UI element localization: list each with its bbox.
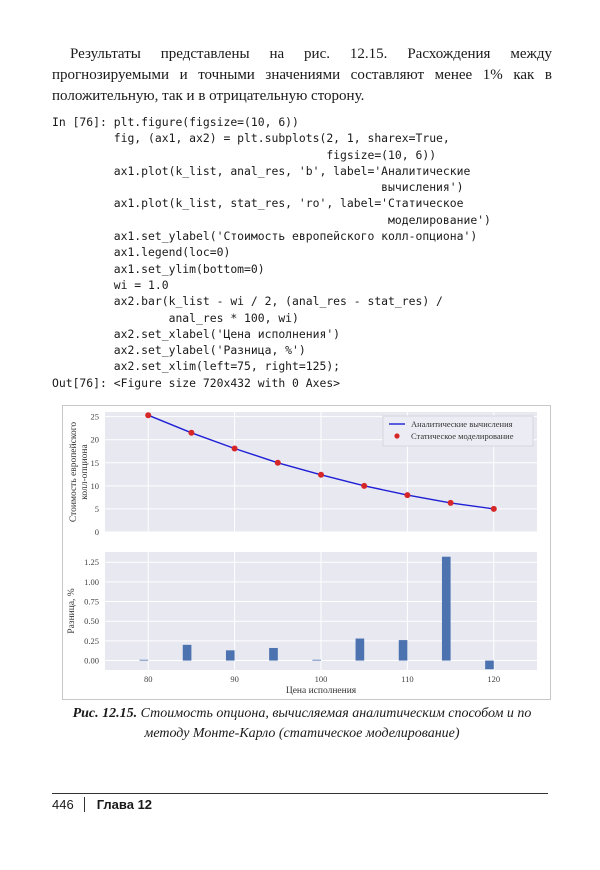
bottom-y-label: Разница, % <box>67 588 77 633</box>
legend: Аналитические вычисления Статическое мод… <box>382 415 534 447</box>
stat-point <box>361 482 368 489</box>
stat-point <box>404 492 411 499</box>
x-ticks: 80 90 100 110 120 <box>144 674 500 684</box>
bottom-y-tick-label: 0.25 <box>84 636 99 646</box>
code-line: вычисления') <box>113 180 464 195</box>
difference-bar <box>269 647 278 661</box>
stat-point <box>145 412 152 419</box>
stat-point <box>231 445 238 452</box>
figure-caption: Рис. 12.15. Стоимость опциона, вычисляем… <box>52 704 552 744</box>
chapter-title: Глава 12 <box>96 797 153 812</box>
code-output: <Figure size 720x432 with 0 Axes> <box>113 375 341 390</box>
out-prompt: Out[76]: <box>52 375 107 390</box>
code-line: ax1.set_ylim(bottom=0) <box>113 261 265 276</box>
code-line: ax1.plot(k_list, anal_res, 'b', label='А… <box>113 163 471 178</box>
difference-bar <box>485 660 494 670</box>
bottom-y-tick-label: 1.25 <box>84 557 99 567</box>
page-number: 446 <box>52 797 74 812</box>
code-line: ax2.set_xlim(left=75, right=125); <box>113 359 341 374</box>
body-paragraph: Результаты представлены на рис. 12.15. Р… <box>52 44 552 107</box>
x-tick-label: 100 <box>315 674 328 684</box>
x-tick-label: 90 <box>230 674 239 684</box>
difference-bar <box>225 650 235 661</box>
footer-rule <box>52 793 548 794</box>
code-line: fig, (ax1, ax2) = plt.subplots(2, 1, sha… <box>113 131 450 146</box>
top-y-tick-label: 5 <box>95 504 99 514</box>
paragraph-text: Результаты представлены на рис. 12.15. Р… <box>52 46 552 104</box>
stat-series-points <box>145 412 497 512</box>
top-y-tick-label: 15 <box>91 458 100 468</box>
legend-entry-stat: Статическое моделирование <box>411 431 514 441</box>
x-tick-label: 110 <box>401 674 413 684</box>
bottom-y-tick-label: 0.75 <box>84 597 99 607</box>
difference-bars <box>139 556 494 670</box>
code-line: ax2.bar(k_list - wi / 2, (anal_res - sta… <box>113 294 443 309</box>
code-line: ax1.plot(k_list, stat_res, 'ro', label='… <box>113 196 464 211</box>
chart-svg: 0 5 10 15 20 25 Стоимость европейскогоколл-оп… <box>67 412 537 696</box>
x-tick-label: 120 <box>487 674 500 684</box>
difference-bar <box>182 644 192 661</box>
figure: 0 5 10 15 20 25 Стоимость европейскогоколл-оп… <box>62 405 551 700</box>
stat-point <box>447 499 454 506</box>
caption-label: Рис. 12.15. <box>72 706 138 721</box>
in-prompt: In [76]: <box>52 115 107 129</box>
top-y-tick-label: 0 <box>95 527 99 537</box>
caption-text: Стоимость опциона, вычисляемая аналитиче… <box>140 706 532 741</box>
code-line: ax2.set_xlabel('Цена исполнения') <box>113 326 341 341</box>
code-line: ax1.set_ylabel('Стоимость европейского к… <box>113 229 478 244</box>
top-y-tick-label: 10 <box>91 481 100 491</box>
stat-point <box>274 459 281 466</box>
stat-point <box>318 471 324 478</box>
x-label: Цена исполнения <box>286 686 357 696</box>
top-y-tick-label: 25 <box>91 412 100 422</box>
code-line: wi = 1.0 <box>113 277 169 292</box>
legend-entry-analytic: Аналитические вычисления <box>411 419 513 429</box>
stat-point <box>188 429 195 436</box>
code-line: plt.figure(figsize=(10, 6)) <box>113 115 299 129</box>
top-y-label: Стоимость европейскогоколл-опциона <box>68 422 90 522</box>
stat-point <box>490 505 497 512</box>
top-grid <box>105 412 537 533</box>
page-footer: 446 Глава 12 <box>52 797 152 812</box>
x-tick-label: 80 <box>144 674 153 684</box>
footer-separator <box>83 797 85 812</box>
legend-point-swatch <box>394 433 400 439</box>
difference-bar <box>312 659 321 661</box>
bottom-y-tick-label: 1.00 <box>84 577 99 587</box>
code-line: моделирование') <box>113 212 491 227</box>
difference-bar <box>139 659 149 661</box>
code-line: figsize=(10, 6)) <box>113 147 437 162</box>
legend-box <box>382 415 534 447</box>
difference-bar <box>355 638 365 661</box>
bottom-y-ticks: 0.00 0.25 0.50 0.75 1.00 1.25 <box>84 557 99 665</box>
top-y-tick-label: 20 <box>91 435 100 445</box>
code-cell: In [76]: plt.figure(figsize=(10, 6)) fig… <box>52 114 572 391</box>
code-line: anal_res * 100, wi) <box>113 310 299 325</box>
top-y-ticks: 0 5 10 15 20 25 <box>91 412 100 537</box>
difference-bar <box>398 640 408 661</box>
difference-bar <box>441 556 451 661</box>
bottom-y-tick-label: 0.00 <box>84 656 99 666</box>
code-line: ax1.legend(loc=0) <box>113 245 231 260</box>
code-line: ax2.set_ylabel('Разница, %') <box>113 343 306 358</box>
bottom-y-tick-label: 0.50 <box>84 616 99 626</box>
